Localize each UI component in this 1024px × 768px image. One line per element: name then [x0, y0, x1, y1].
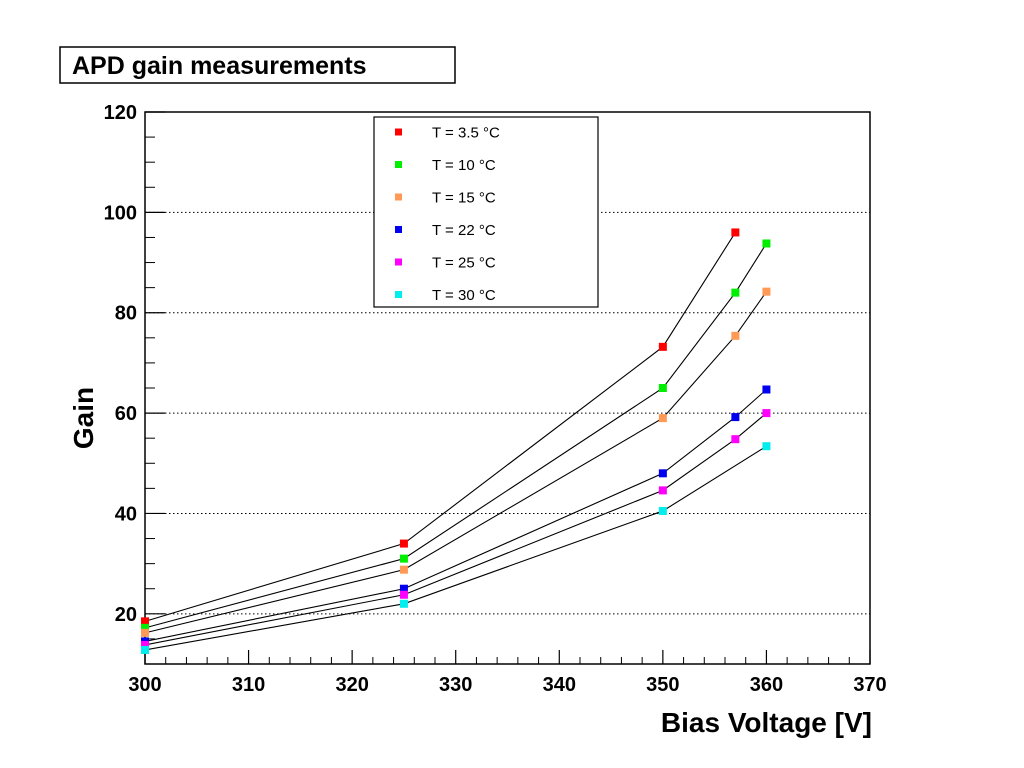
- chart-title-box: APD gain measurements: [59, 46, 456, 84]
- legend-label: T = 15 °C: [432, 190, 496, 207]
- legend-marker: [395, 128, 402, 136]
- legend-marker: [395, 226, 402, 233]
- series-points: [141, 228, 771, 654]
- data-point: [658, 469, 667, 478]
- legend-label: T = 10 °C: [432, 157, 496, 174]
- y-tick-label: 20: [115, 604, 137, 626]
- x-axis-title: Bias Voltage [V]: [661, 707, 872, 738]
- x-tick-label: 340: [543, 674, 576, 696]
- y-tick-label: 60: [115, 403, 137, 425]
- legend-label: T = 22 °C: [432, 222, 496, 239]
- data-point: [658, 414, 667, 423]
- data-point: [658, 486, 667, 495]
- data-point: [762, 442, 771, 451]
- legend-marker: [395, 161, 402, 168]
- x-axis-ticks: 300 310 320 330 340 350 360 370: [128, 650, 887, 696]
- series-line: [144, 232, 736, 622]
- data-point: [731, 331, 740, 340]
- data-point: [141, 623, 149, 632]
- data-point: [141, 640, 149, 649]
- x-tick-label: 320: [335, 674, 368, 696]
- data-point: [141, 628, 149, 637]
- data-point: [399, 539, 408, 548]
- x-tick-label: 310: [232, 674, 265, 696]
- data-point: [762, 385, 771, 394]
- x-tick-label: 370: [853, 674, 886, 696]
- x-tick-label: 360: [750, 674, 783, 696]
- chart-title: APD gain measurements: [72, 52, 367, 80]
- legend-label: T = 25 °C: [432, 255, 496, 272]
- data-point: [762, 239, 771, 248]
- x-tick-label: 350: [646, 674, 679, 696]
- legend-marker: [395, 291, 402, 298]
- series-line: [144, 389, 767, 642]
- data-point: [399, 584, 408, 593]
- legend-marker: [395, 258, 402, 266]
- data-point: [399, 599, 408, 608]
- data-point: [399, 590, 408, 599]
- series-line: [144, 445, 767, 651]
- data-point: [731, 413, 740, 422]
- data-point: [658, 384, 667, 392]
- y-axis-ticks: 20 40 60 80 100 120: [104, 102, 165, 640]
- data-point: [731, 228, 740, 237]
- data-point: [731, 435, 740, 444]
- grid-lines: [145, 211, 870, 615]
- x-tick-label: 330: [439, 674, 472, 696]
- data-point: [399, 565, 408, 574]
- data-point: [141, 645, 149, 654]
- legend-label: T = 3.5 °C: [432, 125, 500, 142]
- data-point: [141, 617, 149, 626]
- y-tick-label: 80: [115, 303, 137, 325]
- x-tick-label: 300: [128, 674, 161, 696]
- data-point: [731, 288, 740, 297]
- y-tick-label: 40: [115, 503, 137, 525]
- data-point: [762, 287, 771, 296]
- legend-label: T = 30 °C: [432, 287, 496, 304]
- data-point: [399, 554, 408, 563]
- series-line: [144, 291, 767, 634]
- y-tick-label: 100: [104, 202, 137, 224]
- data-point: [762, 409, 771, 418]
- legend-box: [373, 116, 599, 308]
- legend: T = 3.5 °C T = 10 °C T = 15 °C T = 22 °C T =…: [373, 116, 599, 308]
- y-axis-title: Gain: [68, 387, 99, 449]
- data-point: [658, 342, 667, 351]
- data-point: [658, 506, 667, 515]
- y-tick-label: 120: [104, 102, 137, 124]
- legend-marker: [395, 193, 402, 201]
